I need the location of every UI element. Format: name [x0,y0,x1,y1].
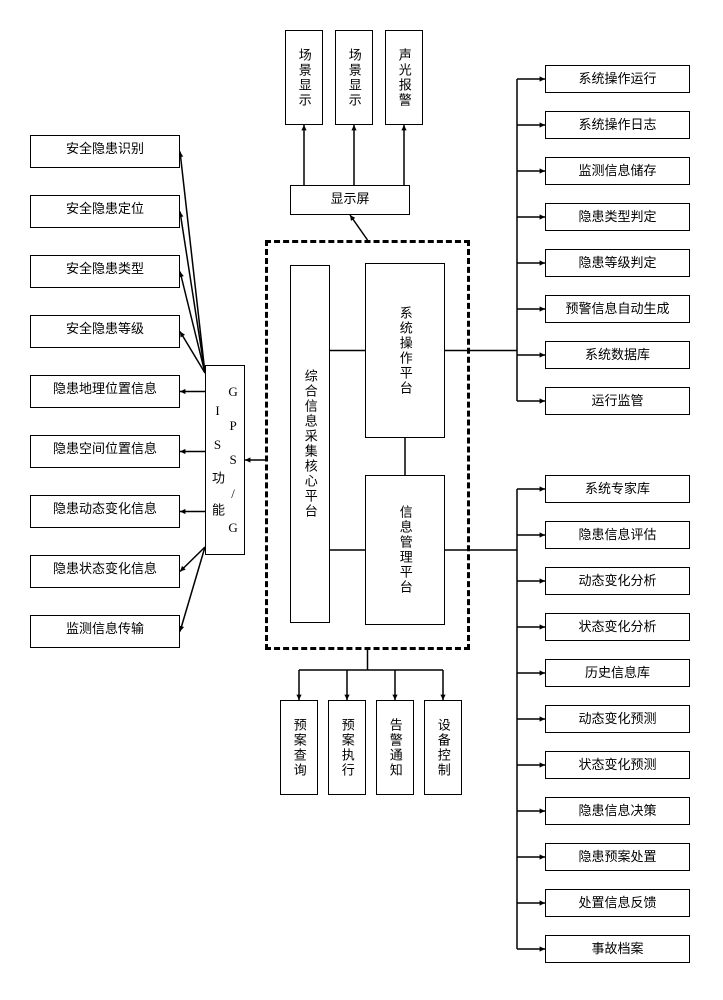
right-info-2: 动态变化分析 [545,567,690,595]
top-output-1: 场景显示 [335,30,373,125]
right-op-7: 运行监管 [545,387,690,415]
right-info-1: 隐患信息评估 [545,521,690,549]
right-info-8: 隐患预案处置 [545,843,690,871]
right-op-0: 系统操作运行 [545,65,690,93]
left-item-3: 安全隐患等级 [30,315,180,348]
display-screen: 显示屏 [290,185,410,215]
right-op-4: 隐患等级判定 [545,249,690,277]
right-op-6: 系统数据库 [545,341,690,369]
bottom-action-3: 设备控制 [424,700,462,795]
left-item-4: 隐患地理位置信息 [30,375,180,408]
right-info-0: 系统专家库 [545,475,690,503]
right-info-5: 动态变化预测 [545,705,690,733]
right-info-7: 隐患信息决策 [545,797,690,825]
left-item-7: 隐患状态变化信息 [30,555,180,588]
left-item-2: 安全隐患类型 [30,255,180,288]
gps-gis: G P S / G I S 功 能 [205,365,245,555]
top-output-2: 声光报警 [385,30,423,125]
left-item-6: 隐患动态变化信息 [30,495,180,528]
right-op-5: 预警信息自动生成 [545,295,690,323]
bottom-action-0: 预案查询 [280,700,318,795]
right-op-3: 隐患类型判定 [545,203,690,231]
right-info-10: 事故档案 [545,935,690,963]
right-op-2: 监测信息储存 [545,157,690,185]
right-info-4: 历史信息库 [545,659,690,687]
right-info-6: 状态变化预测 [545,751,690,779]
diagram-root: 场景显示场景显示声光报警显示屏综合信息采集核心平台系统操作平台信息管理平台安全隐… [0,0,723,1000]
right-info-9: 处置信息反馈 [545,889,690,917]
bottom-action-2: 告警通知 [376,700,414,795]
left-item-0: 安全隐患识别 [30,135,180,168]
left-item-8: 监测信息传输 [30,615,180,648]
core-operation: 系统操作平台 [365,263,445,438]
core-collection: 综合信息采集核心平台 [290,265,330,623]
right-op-1: 系统操作日志 [545,111,690,139]
left-item-1: 安全隐患定位 [30,195,180,228]
left-item-5: 隐患空间位置信息 [30,435,180,468]
right-info-3: 状态变化分析 [545,613,690,641]
core-info-mgmt: 信息管理平台 [365,475,445,625]
top-output-0: 场景显示 [285,30,323,125]
bottom-action-1: 预案执行 [328,700,366,795]
